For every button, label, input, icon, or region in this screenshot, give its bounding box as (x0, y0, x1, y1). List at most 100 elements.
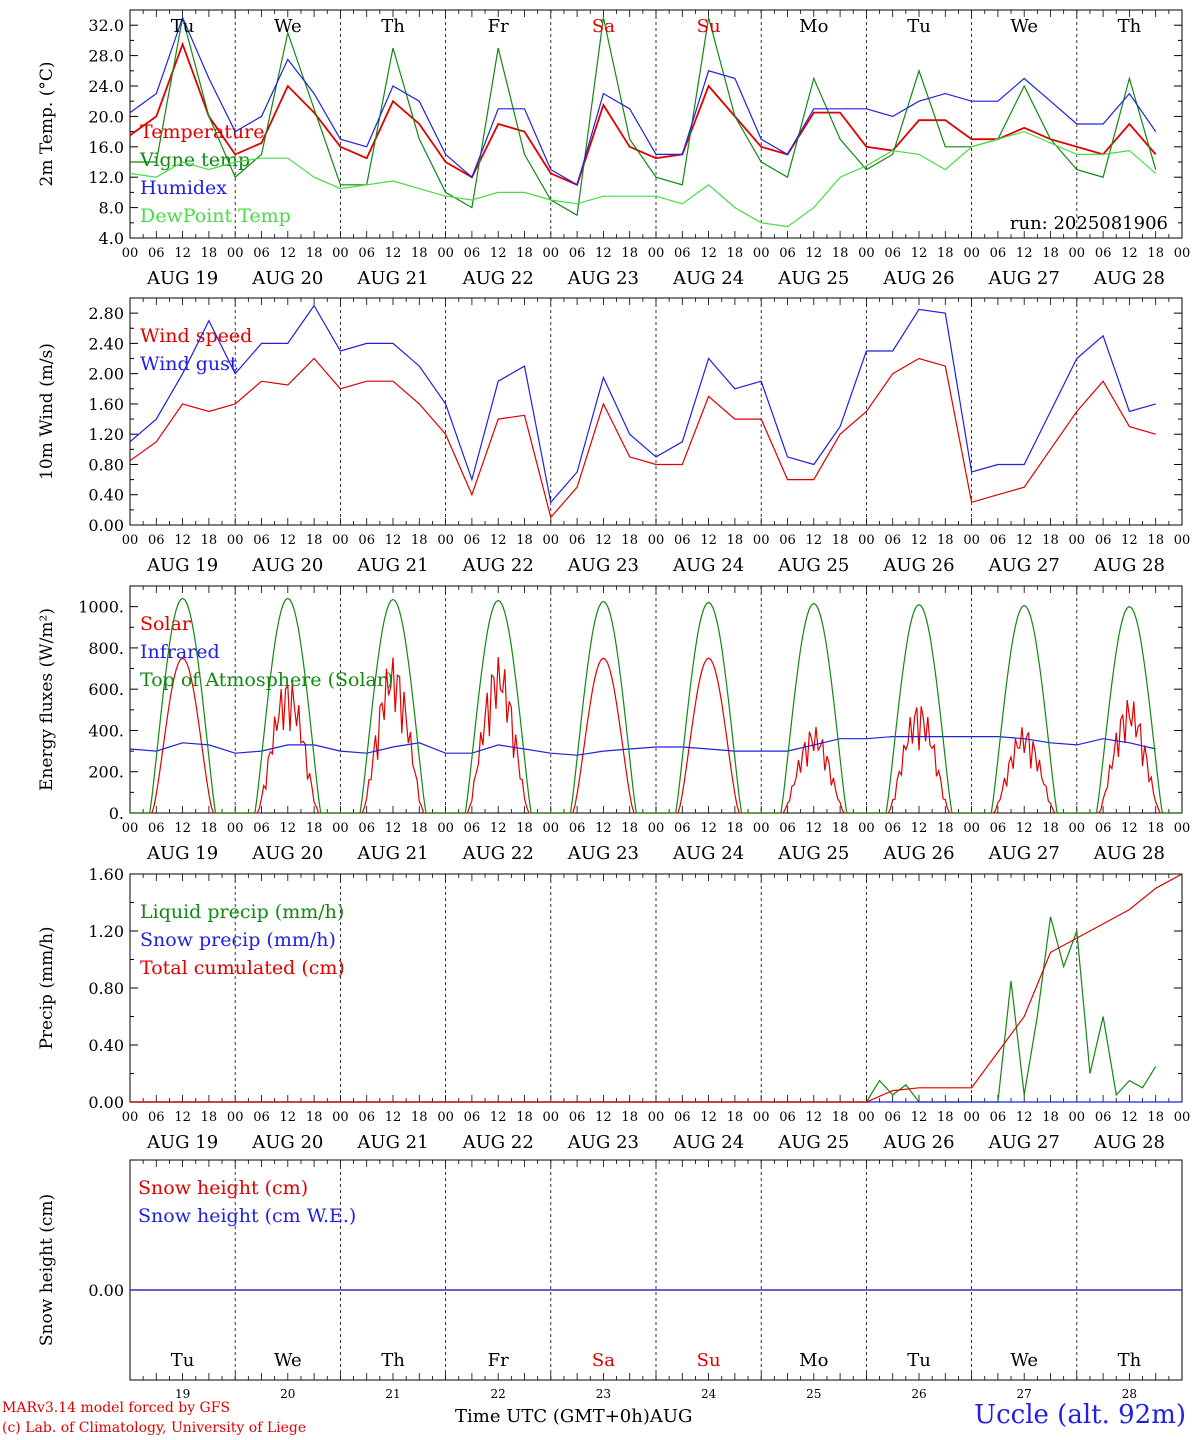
hour-label: 00 (227, 1110, 244, 1125)
date-label: AUG 22 (462, 555, 534, 576)
y-tick-label: 8.0 (99, 199, 124, 218)
y-tick-label: 600. (88, 680, 124, 699)
hour-label: 00 (648, 1110, 665, 1125)
hour-label: 00 (1174, 533, 1191, 548)
legend-entry: Solar (140, 613, 192, 635)
hour-label: 18 (727, 1110, 744, 1125)
hour-label: 00 (648, 821, 665, 836)
hour-label: 12 (385, 1110, 402, 1125)
y-tick-label: 2.80 (88, 304, 124, 323)
legend-entry: Snow height (cm) (138, 1177, 308, 1199)
hour-label: 06 (358, 533, 375, 548)
hour-label: 12 (490, 821, 507, 836)
hour-label: 18 (1042, 821, 1059, 836)
date-label: AUG 25 (777, 1132, 849, 1153)
hour-label: 18 (832, 533, 849, 548)
hour-label: 18 (832, 1110, 849, 1125)
y-tick-label: 12.0 (88, 168, 124, 187)
hour-label: 12 (1016, 246, 1033, 261)
date-label: AUG 23 (567, 555, 639, 576)
series-line-temperature (129, 41, 1157, 187)
hour-label: 12 (174, 533, 191, 548)
date-label: AUG 27 (988, 843, 1060, 864)
day-name: Th (381, 1350, 405, 1371)
hour-label: 12 (1016, 1110, 1033, 1125)
hour-label: 12 (911, 246, 928, 261)
hour-label: 12 (700, 246, 717, 261)
hour-label: 06 (253, 246, 270, 261)
hour-label: 12 (385, 246, 402, 261)
hour-label: 06 (464, 246, 481, 261)
date-label: AUG 22 (462, 1132, 534, 1153)
series-line-top-of-atmosphere-solar (130, 597, 1182, 814)
hour-label: 18 (306, 821, 323, 836)
day-name: We (274, 16, 302, 37)
hour-label: 06 (358, 1110, 375, 1125)
hour-label: 00 (963, 533, 980, 548)
hour-label: 18 (727, 246, 744, 261)
day-number: 25 (806, 1387, 821, 1400)
hour-label: 06 (779, 533, 796, 548)
date-label: AUG 20 (251, 1132, 323, 1153)
date-label: AUG 25 (777, 843, 849, 864)
date-label: AUG 28 (1093, 555, 1165, 576)
hour-label: 06 (884, 1110, 901, 1125)
hour-label: 06 (779, 246, 796, 261)
date-label: AUG 28 (1093, 1132, 1165, 1153)
y-tick-label: 1000. (78, 598, 124, 617)
hour-label: 00 (1069, 246, 1086, 261)
date-label: AUG 24 (672, 1132, 744, 1153)
hour-label: 18 (411, 1110, 428, 1125)
date-label: AUG 27 (988, 1132, 1060, 1153)
date-label: AUG 24 (672, 555, 744, 576)
hour-label: 12 (806, 821, 823, 836)
hour-label: 18 (411, 533, 428, 548)
hour-label: 06 (674, 533, 691, 548)
legend-entry: Total cumulated (cm) (140, 957, 345, 979)
y-tick-label: 0.00 (88, 516, 124, 535)
day-name: Su (697, 16, 721, 37)
hour-label: 06 (464, 533, 481, 548)
hour-label: 00 (332, 246, 349, 261)
hour-label: 12 (911, 533, 928, 548)
y-tick-label: 2.00 (88, 365, 124, 384)
hour-label: 18 (1042, 1110, 1059, 1125)
hour-label: 12 (1121, 1110, 1138, 1125)
hour-label: 06 (779, 821, 796, 836)
hour-label: 12 (700, 533, 717, 548)
model-credit: MARv3.14 model forced by GFS (2, 1400, 231, 1416)
date-label: AUG 26 (882, 1132, 954, 1153)
hour-label: 12 (1121, 246, 1138, 261)
date-label: AUG 25 (777, 555, 849, 576)
hour-label: 00 (543, 246, 560, 261)
series-line-wind-gust (129, 304, 1156, 504)
legend-entry: Vigne temp (139, 149, 250, 171)
date-label: AUG 21 (356, 268, 428, 289)
hour-label: 00 (227, 246, 244, 261)
hour-label: 06 (569, 1110, 586, 1125)
panel-snow: 0.00 Snow height (cm) Snow height (cm) Snow… (37, 1159, 1183, 1400)
day-name: Tu (171, 16, 195, 37)
hour-label: 12 (911, 821, 928, 836)
series-line-wind-speed (129, 357, 1156, 519)
y-tick-label: 400. (88, 721, 124, 740)
day-number: 19 (175, 1387, 190, 1400)
hour-label: 18 (201, 1110, 218, 1125)
date-label: AUG 27 (988, 268, 1060, 289)
date-label: AUG 19 (146, 843, 218, 864)
hour-label: 06 (358, 821, 375, 836)
day-number: 23 (596, 1387, 611, 1400)
hour-label: 06 (569, 246, 586, 261)
hour-label: 06 (148, 533, 165, 548)
hour-label: 18 (937, 533, 954, 548)
y-axis-label: Snow height (cm) (37, 1194, 57, 1346)
hour-label: 12 (806, 533, 823, 548)
hour-label: 00 (648, 246, 665, 261)
date-label: AUG 28 (1093, 843, 1165, 864)
hour-label: 00 (122, 246, 139, 261)
date-label: AUG 27 (988, 555, 1060, 576)
hour-label: 06 (884, 821, 901, 836)
panel-energy: 0. 200. 400. 600. 800. 1000. Energy fluxes (W/… (37, 585, 1190, 864)
panel-wind: 0.00 0.40 0.80 1.20 1.60 2.00 2.40 2.80 10m Wind… (37, 297, 1191, 576)
y-tick-label: 0.80 (88, 979, 124, 998)
